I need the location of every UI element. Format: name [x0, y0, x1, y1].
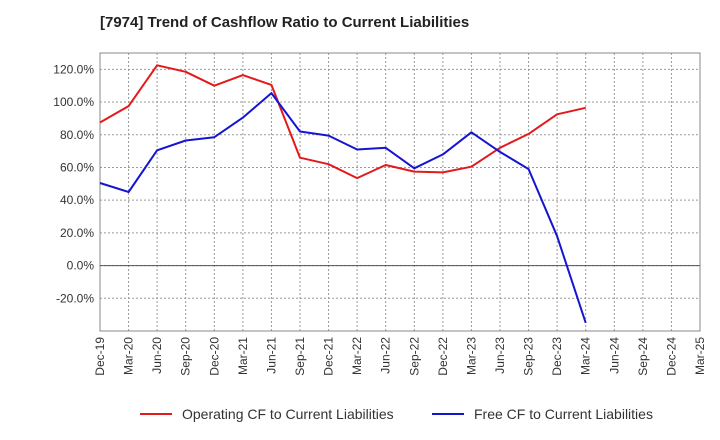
axes: 120.0% 100.0% 80.0% 60.0% 40.0% 20.0% 0.0% -20.… — [53, 52, 707, 376]
x-tick-label: Sep-22 — [407, 337, 421, 376]
x-tick-label: Mar-24 — [579, 337, 593, 375]
x-tick-label: Mar-25 — [693, 337, 707, 375]
x-tick-label: Sep-23 — [522, 337, 536, 376]
x-tick-label: Mar-20 — [122, 337, 136, 375]
x-tick-label: Dec-21 — [322, 337, 336, 376]
series-line-1 — [99, 64, 586, 180]
y-tick-label: 120.0% — [53, 62, 94, 76]
x-tick-label: Jun-20 — [150, 337, 164, 374]
x-tick-label: Jun-23 — [493, 337, 507, 374]
legend-label-2: Free CF to Current Liabilities — [474, 406, 653, 422]
x-tick-label: Jun-24 — [607, 337, 621, 374]
x-tick-label: Mar-22 — [350, 337, 364, 375]
x-tick-label: Dec-20 — [207, 337, 221, 376]
y-tick-label: 60.0% — [60, 160, 94, 174]
series-line-2 — [99, 92, 587, 324]
y-tick-label: 80.0% — [60, 128, 94, 142]
y-tick-label: 0.0% — [67, 259, 95, 273]
series-lines — [99, 64, 587, 324]
x-tick-label: Mar-21 — [236, 337, 250, 375]
x-tick-label: Dec-23 — [550, 337, 564, 376]
x-tick-label: Jun-21 — [264, 337, 278, 374]
x-tick-label: Sep-20 — [179, 337, 193, 376]
x-tick-label: Dec-24 — [664, 337, 678, 376]
y-tick-label: 40.0% — [60, 193, 94, 207]
x-tick-label: Dec-22 — [436, 337, 450, 376]
grid-lines — [100, 53, 700, 331]
x-tick-label: Sep-24 — [636, 337, 650, 376]
x-tick-label: Sep-21 — [293, 337, 307, 376]
y-tick-label: 20.0% — [60, 226, 94, 240]
legend-label-1: Operating CF to Current Liabilities — [182, 406, 394, 422]
y-tick-label: 100.0% — [53, 95, 94, 109]
x-tick-label: Mar-23 — [464, 337, 478, 375]
chart-title: [7974] Trend of Cashflow Ratio to Curren… — [100, 14, 470, 31]
plot-area — [99, 52, 701, 332]
x-tick-label: Jun-22 — [379, 337, 393, 374]
y-tick-label: -20.0% — [56, 291, 94, 305]
x-tick-label: Dec-19 — [93, 337, 107, 376]
legend: Operating CF to Current Liabilities Free … — [140, 406, 653, 422]
